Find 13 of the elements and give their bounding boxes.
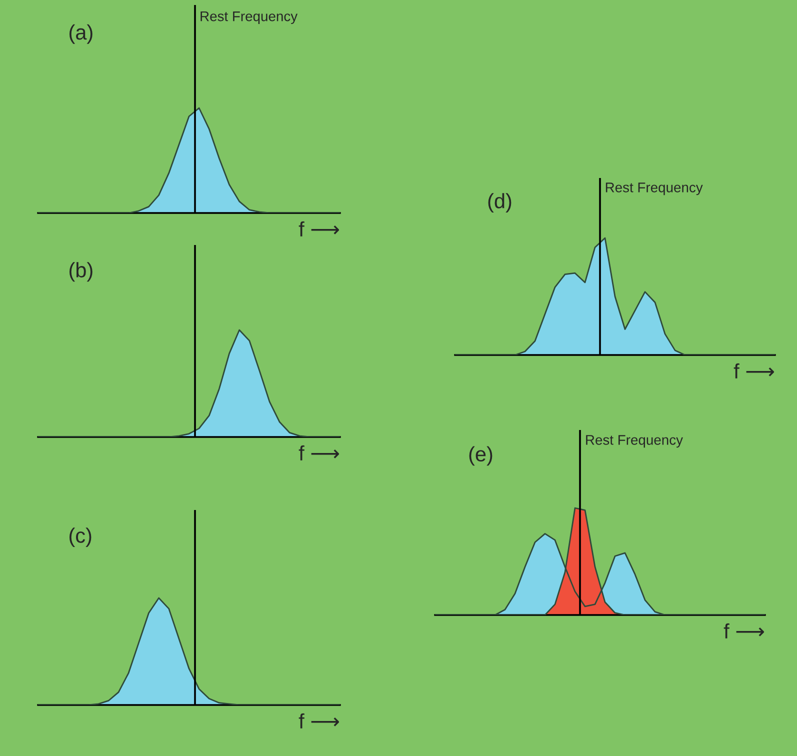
chart-title: (a) xyxy=(69,24,92,44)
text: Rest Frequency xyxy=(606,182,703,196)
text: Rest Frequency xyxy=(586,435,683,448)
x-axis-title: f ⟶ xyxy=(298,221,339,236)
chart-title: (b) xyxy=(69,262,92,282)
text: Rest Frequency xyxy=(200,12,298,24)
x-axis-title: f ⟶ xyxy=(734,363,774,378)
chart-title: (d) xyxy=(488,193,512,212)
chart-title: (c) xyxy=(69,528,92,547)
x-axis-title: f ⟶ xyxy=(298,713,339,728)
x-axis-title: f ⟶ xyxy=(298,445,339,460)
x-axis-title: f ⟶ xyxy=(724,623,764,638)
chart-title: (e) xyxy=(469,446,492,466)
